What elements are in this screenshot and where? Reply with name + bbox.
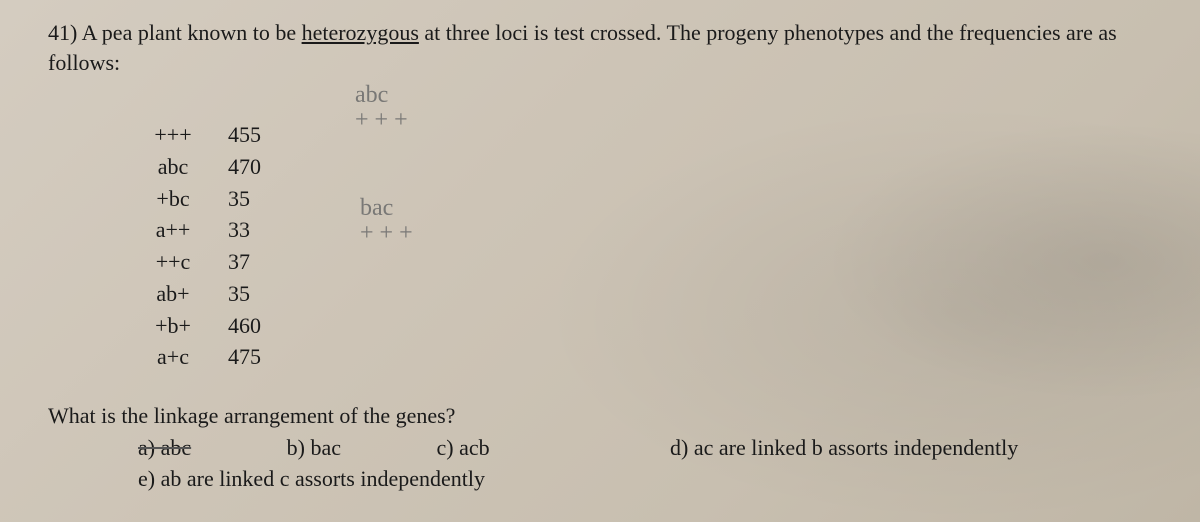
- table-row: a+c475: [128, 341, 308, 373]
- option-e: e) ab are linked c assorts independently: [138, 466, 485, 491]
- phenotype-label: a++: [128, 214, 218, 246]
- table-row: a++33: [128, 214, 308, 246]
- table-row: abc470: [128, 151, 308, 183]
- phenotype-label: abc: [128, 151, 218, 183]
- options-row-2: e) ab are linked c assorts independently: [138, 464, 1170, 494]
- option-d: d) ac are linked b assorts independently: [670, 433, 1018, 463]
- phenotype-label: ++c: [128, 246, 218, 278]
- table-row: +bc35: [128, 183, 308, 215]
- phenotype-label: +b+: [128, 310, 218, 342]
- phenotype-freq: 35: [218, 278, 308, 310]
- table-row: +b+460: [128, 310, 308, 342]
- phenotype-label: +bc: [128, 183, 218, 215]
- phenotype-label: +++: [128, 119, 218, 151]
- question-page: 41) A pea plant known to be heterozygous…: [0, 0, 1200, 494]
- table-row: +++455: [128, 119, 308, 151]
- phenotype-freq: 470: [218, 151, 308, 183]
- question-intro: 41) A pea plant known to be heterozygous…: [48, 18, 1170, 77]
- phenotype-freq: 475: [218, 341, 308, 373]
- phenotype-freq: 37: [218, 246, 308, 278]
- subquestion: What is the linkage arrangement of the g…: [48, 401, 1170, 431]
- question-number: 41): [48, 20, 77, 45]
- phenotype-label: a+c: [128, 341, 218, 373]
- option-b: b) bac: [287, 433, 341, 463]
- option-a: a) abc: [138, 433, 191, 463]
- phenotype-freq: 460: [218, 310, 308, 342]
- phenotype-freq: 455: [218, 119, 308, 151]
- table-row: ab+35: [128, 278, 308, 310]
- phenotype-tbody: +++455abc470+bc35a++33++c37ab+35+b+460a+…: [128, 119, 308, 373]
- underline-word: heterozygous: [302, 20, 419, 45]
- phenotype-freq: 35: [218, 183, 308, 215]
- phenotype-label: ab+: [128, 278, 218, 310]
- options-row-1: a) abc b) bac c) acb d) ac are linked b …: [138, 433, 1170, 463]
- phenotype-table: +++455abc470+bc35a++33++c37ab+35+b+460a+…: [128, 119, 308, 373]
- option-c: c) acb: [436, 433, 489, 463]
- intro-before: A pea plant known to be: [82, 20, 302, 45]
- phenotype-freq: 33: [218, 214, 308, 246]
- table-row: ++c37: [128, 246, 308, 278]
